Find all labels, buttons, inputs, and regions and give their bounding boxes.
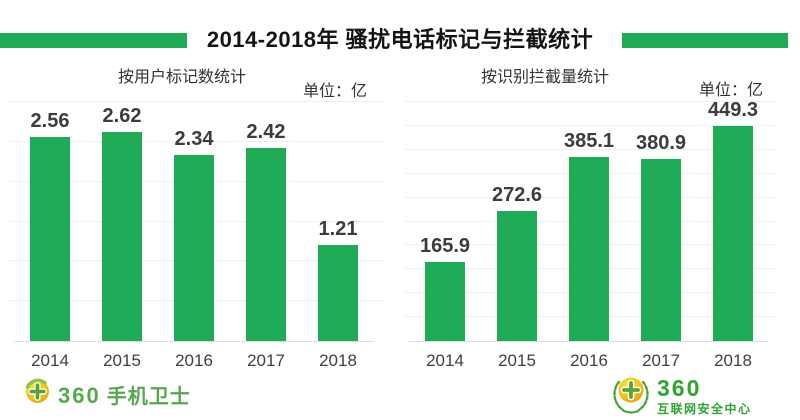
gridline xyxy=(9,140,383,142)
gridline xyxy=(404,148,778,150)
x-axis-label: 2016 xyxy=(570,351,608,370)
x-axis-label: 2017 xyxy=(247,351,285,370)
footer-right-product: 互联网安全中心 xyxy=(657,401,752,416)
bar-2016 xyxy=(174,154,214,341)
chart-subtitle-intercepted: 按识别拦截量统计 xyxy=(480,69,610,86)
footer-left-brand: 360 xyxy=(58,382,101,408)
value-label: 449.3 xyxy=(707,99,759,122)
x-axis-label: 2018 xyxy=(714,351,752,370)
x-axis-label: 2017 xyxy=(642,351,680,370)
footer-logo-security-center: 360 互联网安全中心 xyxy=(611,372,752,419)
x-axis-label: 2014 xyxy=(426,351,464,370)
x-axis-label: 2015 xyxy=(498,351,536,370)
value-label: 2.34 xyxy=(174,127,214,150)
bar-2014 xyxy=(425,261,465,341)
value-label: 165.9 xyxy=(419,234,471,257)
x-axis-label: 2015 xyxy=(103,351,141,370)
page-title: 2014-2018年 骚扰电话标记与拦截统计 xyxy=(206,27,594,52)
footer-logo-mobile-guard: 360 手机卫士 xyxy=(24,378,191,410)
bar-2018 xyxy=(713,126,753,341)
value-label: 2.62 xyxy=(102,105,142,128)
value-label: 385.1 xyxy=(563,129,615,152)
bar-2017 xyxy=(641,158,681,341)
bar-2015 xyxy=(102,132,142,341)
value-label: 1.21 xyxy=(318,217,358,240)
bar-2017 xyxy=(246,148,286,341)
bar-2016 xyxy=(569,156,609,341)
value-label: 2.56 xyxy=(30,110,70,133)
bar-2015 xyxy=(497,210,537,341)
sphere-plus-icon xyxy=(24,378,51,410)
plot-area-user-marked: 2.56 2014 2.62 2015 2.34 2016 2.42 2017 1.21 2018 xyxy=(9,101,383,370)
value-label: 272.6 xyxy=(491,183,543,206)
wreath-sphere-icon xyxy=(611,372,651,419)
footer-right-brand: 360 xyxy=(657,374,702,401)
x-axis-label: 2018 xyxy=(319,351,357,370)
gridline xyxy=(9,101,383,102)
value-label: 380.9 xyxy=(635,131,687,154)
gridline xyxy=(404,101,778,102)
x-axis-label: 2014 xyxy=(31,351,69,370)
title-stripe-left xyxy=(0,33,187,48)
unit-label-right: 单位：亿 xyxy=(698,82,763,99)
unit-label-left: 单位：亿 xyxy=(302,83,367,100)
value-label: 2.42 xyxy=(246,121,286,144)
plot-area-intercepted: 165.9 2014 272.6 2015 385.1 2016 380.9 2017 449.… xyxy=(404,99,778,370)
chart-subtitle-user-marked: 按用户标记数统计 xyxy=(117,69,247,86)
bar-2014 xyxy=(30,137,70,341)
bar-2018 xyxy=(318,244,358,341)
x-axis-label: 2016 xyxy=(175,351,213,370)
gridline xyxy=(404,124,778,126)
title-stripe-right xyxy=(622,33,788,48)
footer-left-product: 手机卫士 xyxy=(106,385,191,408)
